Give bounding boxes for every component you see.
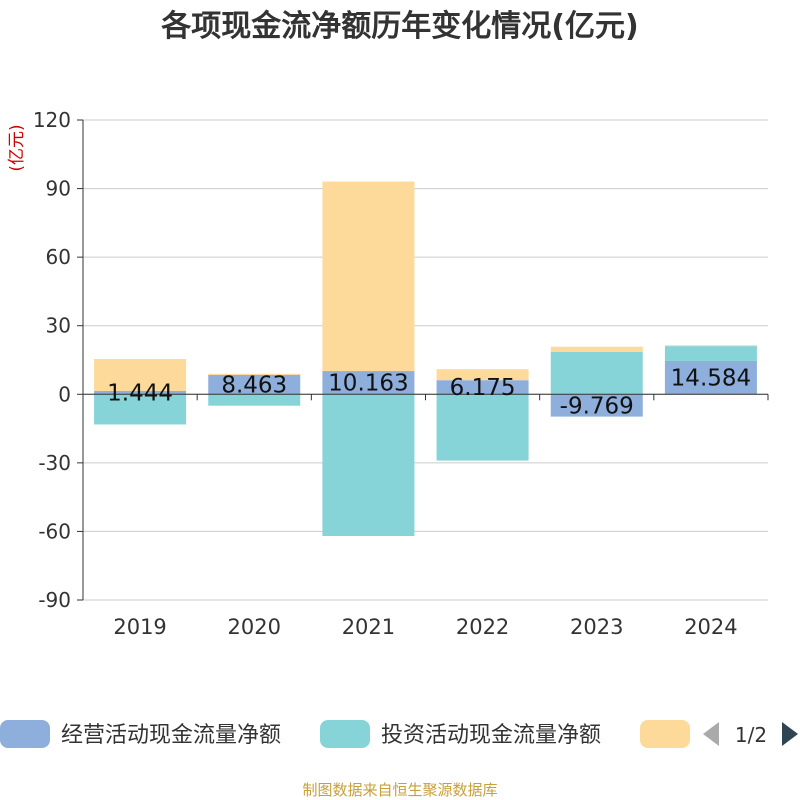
legend: 经营活动现金流量净额 投资活动现金流量净额 1/2 xyxy=(0,720,798,748)
y-tick-label: 120 xyxy=(33,108,71,132)
data-label-2021: 10.163 xyxy=(328,371,408,397)
bar-series1-2021 xyxy=(322,371,415,395)
data-label-2020: 8.463 xyxy=(221,373,287,399)
data-label-2019: 1.444 xyxy=(107,381,173,407)
bar-series1-2023 xyxy=(550,394,643,417)
x-tick-label: 2022 xyxy=(456,615,509,639)
triangle-left-icon[interactable] xyxy=(703,722,719,746)
legend-page-indicator: 1/2 xyxy=(735,723,767,747)
y-tick-label: 0 xyxy=(58,382,71,406)
y-tick-label: 30 xyxy=(46,314,71,338)
bar-series3-2019 xyxy=(94,358,187,391)
y-tick-label: -90 xyxy=(38,588,71,612)
chart-title: 各项现金流净额历年变化情况(亿元) xyxy=(160,9,638,44)
y-tick-label: -30 xyxy=(38,451,71,475)
bar-series3-2020 xyxy=(208,373,301,375)
axes: 120 90 60 30 0 -30 -60 -90 2019 2020 2021 2022 2023 2… xyxy=(33,108,769,639)
y-tick-label: 90 xyxy=(46,177,71,201)
bar-series1-2019 xyxy=(94,390,187,395)
bar-series1-2020 xyxy=(208,374,301,395)
legend-item-2[interactable]: 投资活动现金流量净额 xyxy=(320,720,601,748)
bar-series3-2023 xyxy=(550,346,643,352)
legend-label: 投资活动现金流量净额 xyxy=(381,723,601,748)
legend-swatch xyxy=(640,720,690,748)
bar-series3-2021 xyxy=(322,181,415,372)
bar-series1-2024 xyxy=(664,360,757,395)
data-label-2023: -9.769 xyxy=(560,393,634,419)
y-axis-label: (亿元) xyxy=(7,124,27,171)
legend-label: 经营活动现金流量净额 xyxy=(61,723,281,748)
legend-swatch xyxy=(0,720,50,748)
x-tick-label: 2021 xyxy=(342,615,395,639)
data-label-2024: 14.584 xyxy=(671,366,751,392)
bar-series2-2021 xyxy=(322,394,415,536)
legend-swatch xyxy=(320,720,370,748)
legend-item-3[interactable] xyxy=(640,720,690,748)
bar-series3-2022 xyxy=(436,369,529,381)
bar-series2-2022 xyxy=(436,394,529,461)
x-tick-label: 2020 xyxy=(228,615,281,639)
bar-series1-2022 xyxy=(436,380,529,395)
x-tick-label: 2019 xyxy=(113,615,166,639)
bar-series2-2020 xyxy=(208,394,301,406)
bar-series3-2024 xyxy=(664,345,757,347)
bar-series2-2023 xyxy=(550,352,643,395)
y-tick-label: -60 xyxy=(38,519,71,543)
bar-series2-2019 xyxy=(94,394,187,425)
source-note: 制图数据来自恒生聚源数据库 xyxy=(302,781,497,799)
data-labels: 1.444 8.463 10.163 6.175 -9.769 14.584 xyxy=(107,366,751,420)
x-tick-label: 2023 xyxy=(570,615,623,639)
y-tick-label: 60 xyxy=(46,245,71,269)
triangle-right-icon[interactable] xyxy=(782,722,798,746)
x-tick-label: 2024 xyxy=(684,615,737,639)
legend-item-1[interactable]: 经营活动现金流量净额 xyxy=(0,720,281,748)
bars xyxy=(94,181,757,536)
bar-series2-2024 xyxy=(664,346,757,361)
data-label-2022: 6.175 xyxy=(450,375,516,401)
